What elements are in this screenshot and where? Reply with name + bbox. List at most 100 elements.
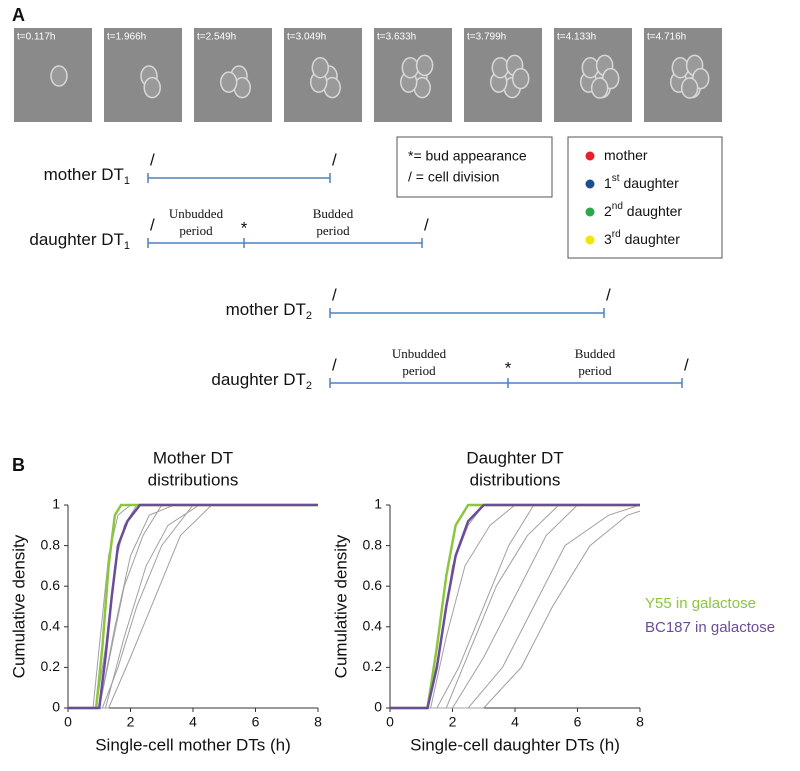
- y-axis-label: Cumulative density: [9, 534, 28, 678]
- budded-label: period: [578, 363, 612, 378]
- division-mark: /: [332, 150, 337, 169]
- timeline-label-sub: 1: [124, 240, 130, 252]
- cell: [415, 54, 434, 77]
- budded-label: period: [316, 223, 350, 238]
- unbudded-label: Unbudded: [169, 206, 224, 221]
- cell-label-post: daughter: [621, 231, 680, 247]
- cell-label-post: daughter: [623, 203, 682, 219]
- legend-label: Y55 in galactose: [645, 595, 756, 612]
- x-tick-label: 2: [449, 714, 457, 730]
- y-tick-label: 0.4: [41, 618, 61, 634]
- cell-label-pre: mother: [604, 147, 648, 163]
- key-box: [396, 136, 553, 198]
- frame-time: t=1.966h: [107, 32, 146, 43]
- cell-dot: [585, 151, 595, 161]
- x-tick-label: 8: [314, 714, 322, 730]
- y-axis-label: Cumulative density: [331, 534, 350, 678]
- y-tick-label: 0: [52, 699, 60, 715]
- cell-label-sup: nd: [612, 201, 623, 212]
- x-axis-label: Single-cell mother DTs (h): [95, 735, 291, 754]
- cell-label-sup: st: [612, 173, 620, 184]
- chart-title: Daughter DT: [466, 448, 563, 467]
- timeline-label-text: daughter DT: [211, 370, 306, 389]
- division-mark: /: [150, 150, 155, 169]
- frame-time: t=2.549h: [197, 32, 236, 43]
- cell-label-post: daughter: [620, 175, 679, 191]
- cell: [219, 71, 238, 93]
- y-tick-label: 0.2: [41, 658, 61, 674]
- bud-mark: *: [505, 358, 512, 377]
- y-tick-label: 0: [374, 699, 382, 715]
- unbudded-label: Unbudded: [392, 346, 447, 361]
- x-axis-label: Single-cell daughter DTs (h): [410, 735, 620, 754]
- cell-legend-box: [567, 136, 723, 259]
- series-line: [390, 503, 640, 710]
- x-tick-label: 6: [574, 714, 582, 730]
- chart-title: Mother DT: [153, 448, 233, 467]
- cell-label-pre: 2: [604, 203, 612, 219]
- budded-label: Budded: [313, 206, 354, 221]
- timeline-label: daughter DT2: [211, 370, 312, 391]
- timeline-label-sub: 1: [124, 175, 130, 187]
- frame-time: t=3.633h: [377, 32, 416, 43]
- frame-time: t=0.117h: [17, 32, 55, 43]
- chart-title: distributions: [148, 470, 239, 489]
- cell: [671, 56, 690, 79]
- cell-dot: [585, 179, 595, 189]
- timeline-label-text: daughter DT: [29, 230, 124, 249]
- timeline-label: mother DT1: [44, 165, 130, 186]
- cell: [401, 56, 420, 79]
- timeline-label-sub: 2: [306, 380, 312, 392]
- x-tick-label: 8: [636, 714, 644, 730]
- x-tick-label: 0: [386, 714, 394, 730]
- division-mark: /: [424, 215, 429, 234]
- key-text: / = cell division: [408, 169, 499, 185]
- cell-label-pre: 1: [604, 175, 612, 191]
- cell-label: 3rd daughter: [604, 229, 680, 247]
- timeline-label-sub: 2: [306, 310, 312, 322]
- division-mark: /: [606, 285, 611, 304]
- series-line: [390, 510, 641, 709]
- y-tick-label: 0.4: [363, 618, 383, 634]
- budded-label: Budded: [575, 346, 616, 361]
- cell: [143, 76, 161, 99]
- y-tick-label: 0.8: [363, 536, 383, 552]
- series-line: [68, 503, 318, 710]
- cell-label-pre: 3: [604, 231, 612, 247]
- division-mark: /: [332, 285, 337, 304]
- cell: [680, 77, 699, 99]
- unbudded-label: period: [402, 363, 436, 378]
- cell-label: 2nd daughter: [604, 201, 682, 219]
- cell: [590, 77, 609, 99]
- cell: [491, 56, 510, 79]
- timeline-label: daughter DT1: [29, 230, 130, 251]
- bud-mark: *: [241, 218, 248, 237]
- cell: [581, 56, 600, 79]
- panel-label: A: [12, 5, 25, 25]
- frame-time: t=3.049h: [287, 32, 326, 43]
- cell-dot: [585, 235, 595, 245]
- panel-label: B: [12, 455, 25, 475]
- unbudded-label: period: [179, 223, 213, 238]
- cell-label: mother: [604, 147, 648, 163]
- timeline-label-text: mother DT: [226, 300, 306, 319]
- cell-label-sup: rd: [612, 229, 621, 240]
- timeline-label-text: mother DT: [44, 165, 124, 184]
- division-mark: /: [332, 355, 337, 374]
- x-tick-label: 4: [511, 714, 519, 730]
- cell: [311, 56, 330, 79]
- y-tick-label: 0.6: [363, 577, 383, 593]
- y-tick-label: 0.2: [363, 658, 383, 674]
- frame-time: t=3.799h: [467, 32, 506, 43]
- cell: [511, 67, 530, 90]
- frame-time: t=4.716h: [647, 32, 686, 43]
- frame-time: t=4.133h: [557, 32, 596, 43]
- legend-label: BC187 in galactose: [645, 619, 775, 636]
- x-tick-label: 2: [127, 714, 135, 730]
- cell: [50, 65, 68, 87]
- y-tick-label: 1: [52, 496, 60, 512]
- x-tick-label: 4: [189, 714, 197, 730]
- key-text: *= bud appearance: [408, 148, 527, 164]
- timeline-label: mother DT2: [226, 300, 312, 321]
- cell-dot: [585, 207, 595, 217]
